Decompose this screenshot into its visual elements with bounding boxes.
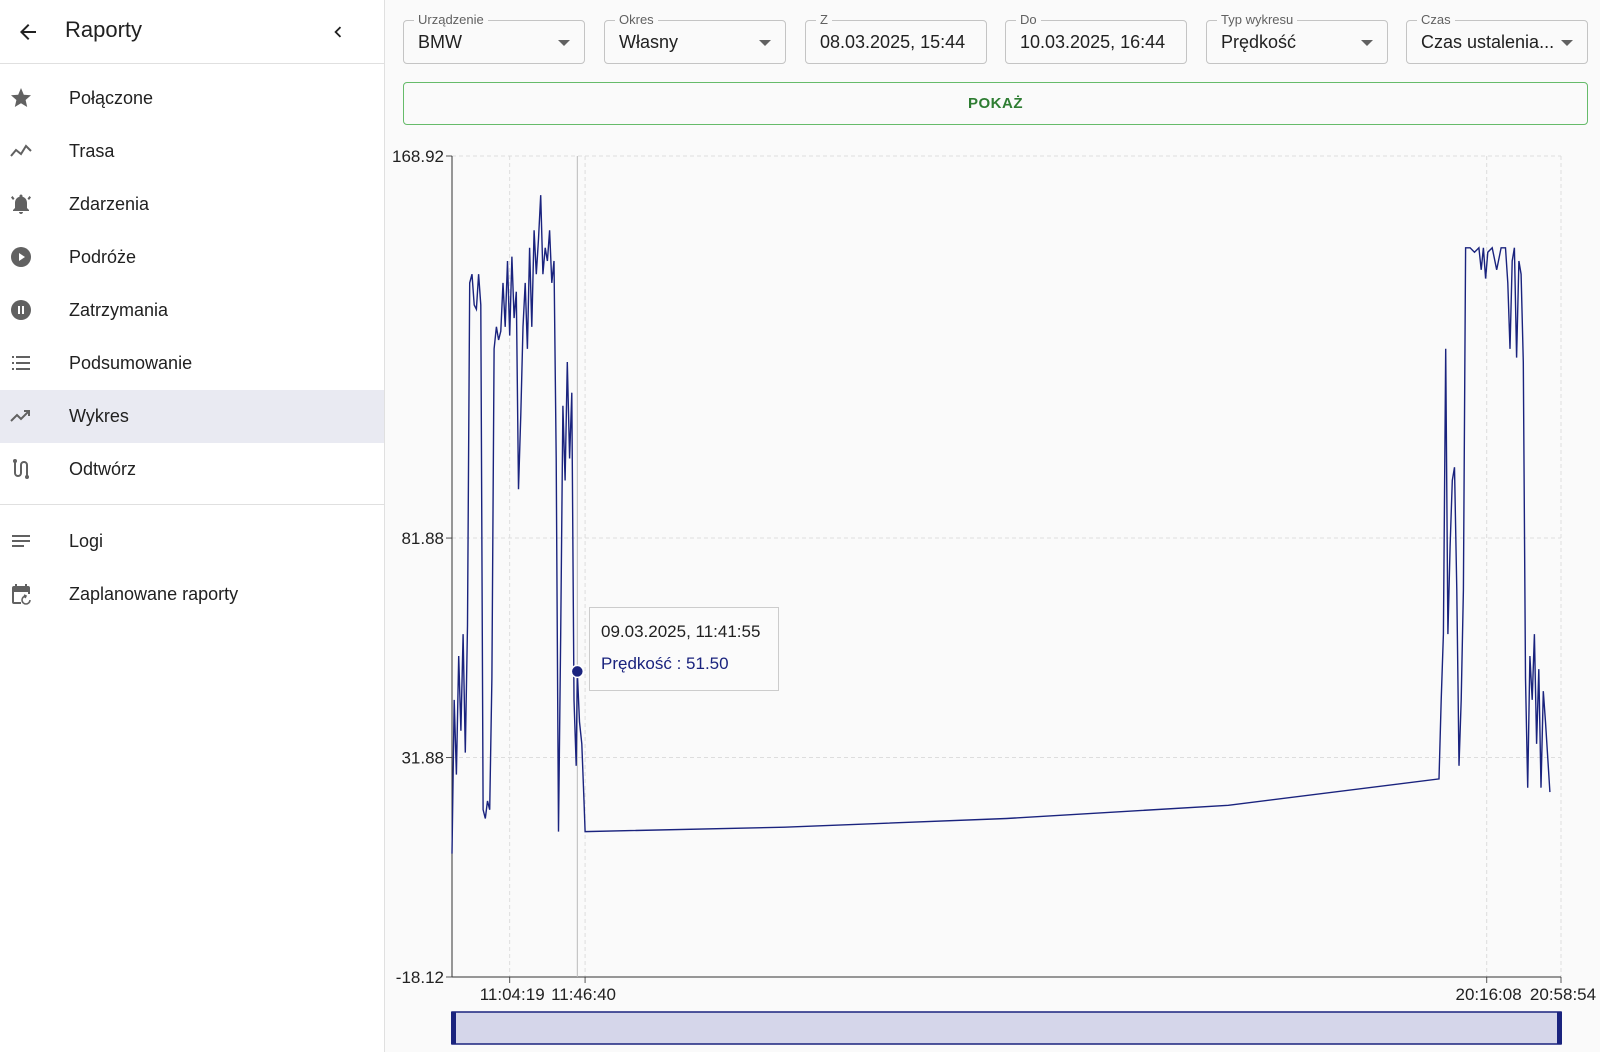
sidebar-report-list: Połączone Trasa Zdarzenia Podróże Zatrzy… [0, 64, 384, 496]
zoom-slider-track [451, 1011, 1562, 1045]
sidebar-item-label: Trasa [69, 141, 115, 161]
y-tick-label: 168.92 [392, 147, 444, 166]
page-title: Raporty [65, 17, 143, 42]
sidebar-item-odtworz[interactable]: Odtwórz [0, 443, 384, 496]
trending-icon [8, 403, 34, 429]
notes-icon [8, 528, 34, 554]
y-tick-label: 31.88 [401, 749, 444, 768]
x-tick-label: 20:58:54 [1530, 985, 1596, 1004]
sidebar: Raporty Połączone Trasa Zdarzenia [0, 0, 385, 1052]
sidebar-item-logi[interactable]: Logi [0, 515, 384, 568]
sidebar-item-trasa[interactable]: Trasa [0, 125, 384, 178]
sidebar-item-label: Zatrzymania [69, 300, 169, 320]
period-select[interactable]: Okres Własny [604, 12, 786, 64]
sidebar-item-label: Podróże [69, 247, 137, 267]
from-date-field[interactable]: Z 08.03.2025, 15:44 [805, 12, 987, 64]
chart-canvas: 168.92 81.88 31.88 -18.12 11:04:19 11:46:40 20… [392, 147, 1596, 1045]
sidebar-item-label: Zdarzenia [69, 194, 150, 214]
sidebar-item-zdarzenia[interactable]: Zdarzenia [0, 178, 384, 231]
dropdown-caret-icon [1361, 40, 1373, 46]
sidebar-item-label: Logi [69, 531, 104, 551]
to-date-value: 10.03.2025, 16:44 [1020, 32, 1166, 52]
replay-icon [8, 456, 34, 482]
sidebar-item-label: Wykres [69, 406, 129, 426]
collapse-sidebar-icon[interactable] [318, 12, 358, 52]
from-date-value: 08.03.2025, 15:44 [820, 32, 966, 52]
sidebar-extra-list: Logi Zaplanowane raporty [0, 515, 384, 621]
back-arrow-icon[interactable] [10, 14, 46, 50]
bell-icon [8, 191, 34, 217]
speed-chart: 168.92 81.88 31.88 -18.12 11:04:19 11:46:40 20… [385, 140, 1600, 1052]
time-select-value: Czas ustalenia... [1421, 32, 1555, 52]
route-icon [8, 138, 34, 164]
play-icon [8, 244, 34, 270]
chart-type-select[interactable]: Typ wykresu Prędkość [1206, 12, 1388, 64]
x-tick-label: 11:04:19 [480, 985, 545, 1004]
sidebar-item-wykres[interactable]: Wykres [0, 390, 384, 443]
sidebar-item-label: Połączone [69, 88, 154, 108]
sidebar-item-zaplanowane-raporty[interactable]: Zaplanowane raporty [0, 568, 384, 621]
chart-type-value: Prędkość [1221, 32, 1297, 52]
show-button[interactable]: POKAŻ [403, 82, 1588, 125]
list-icon [8, 350, 34, 376]
zoom-slider-left-handle [451, 1012, 456, 1044]
to-date-field[interactable]: Do 10.03.2025, 16:44 [1005, 12, 1187, 64]
dropdown-caret-icon [1561, 40, 1573, 46]
dropdown-caret-icon [759, 40, 771, 46]
sidebar-item-label: Odtwórz [69, 459, 137, 479]
sidebar-item-podsumowanie[interactable]: Podsumowanie [0, 337, 384, 390]
sidebar-item-zatrzymania[interactable]: Zatrzymania [0, 284, 384, 337]
chart-tooltip: 09.03.2025, 11:41:55 Prędkość : 51.50 [589, 607, 779, 691]
tooltip-time: 09.03.2025, 11:41:55 [601, 622, 761, 641]
sidebar-item-podroze[interactable]: Podróże [0, 231, 384, 284]
y-tick-label: 81.88 [401, 529, 444, 548]
sidebar-header: Raporty [0, 0, 384, 64]
calendar-icon [8, 581, 34, 607]
sidebar-item-polaczone[interactable]: Połączone [0, 72, 384, 125]
x-tick-label: 11:46:40 [551, 985, 616, 1004]
sidebar-item-label: Podsumowanie [69, 353, 193, 373]
zoom-slider-right-handle [1557, 1012, 1562, 1044]
chart-type-label: Typ wykresu [1217, 12, 1298, 28]
time-select[interactable]: Czas Czas ustalenia... [1406, 12, 1588, 64]
period-select-value: Własny [619, 32, 679, 52]
x-tick-label: 20:16:08 [1456, 985, 1522, 1004]
y-tick-label: -18.12 [396, 968, 444, 987]
speed-series-line [451, 195, 1551, 854]
time-select-label: Czas [1417, 12, 1455, 28]
tooltip-value: Prędkość : 51.50 [601, 654, 729, 673]
sidebar-divider [0, 504, 384, 505]
hover-point [570, 664, 585, 679]
from-date-label: Z [816, 12, 832, 28]
to-date-label: Do [1016, 12, 1041, 28]
sidebar-item-label: Zaplanowane raporty [69, 584, 239, 604]
pause-icon [8, 297, 34, 323]
dropdown-caret-icon [558, 40, 570, 46]
device-select-label: Urządzenie [414, 12, 488, 28]
star-icon [8, 85, 34, 111]
device-select-value: BMW [418, 32, 462, 52]
period-select-label: Okres [615, 12, 658, 28]
device-select[interactable]: Urządzenie BMW [403, 12, 585, 64]
